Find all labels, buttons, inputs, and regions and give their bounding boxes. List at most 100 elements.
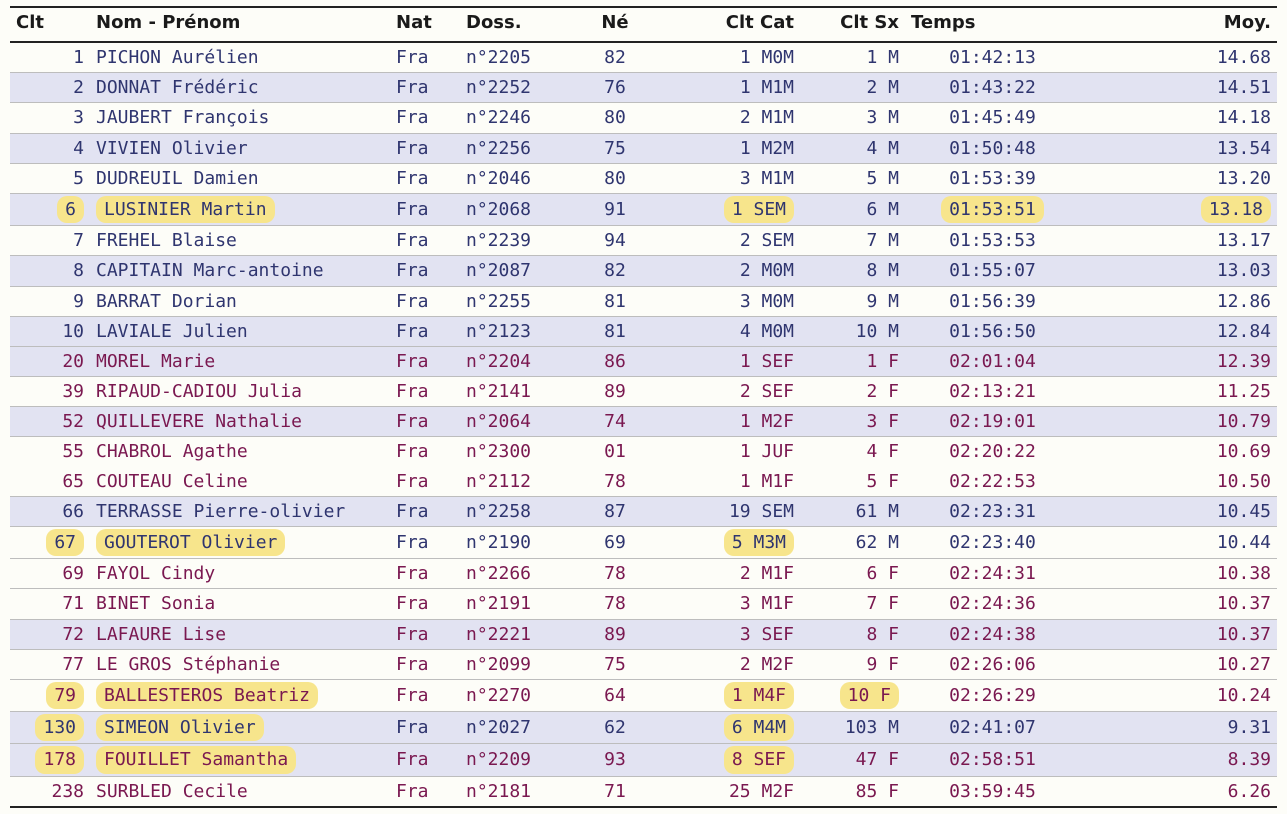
cell-doss: n°2027	[460, 712, 570, 744]
cell-ne: 89	[570, 377, 660, 407]
table-row: 1PICHON AurélienFran°2205821 M0M1 M01:42…	[10, 42, 1277, 73]
cell-sx: 62 M	[800, 527, 905, 559]
cell-ne: 80	[570, 103, 660, 133]
table-row: 71BINET SoniaFran°2191783 M1F7 F02:24:36…	[10, 589, 1277, 619]
cell-nat: Fra	[390, 73, 460, 103]
cell-moy: 12.84	[1080, 316, 1277, 346]
cell-nat: Fra	[390, 589, 460, 619]
cell-ne: 76	[570, 73, 660, 103]
cell-sx: 4 F	[800, 437, 905, 467]
cell-rank: 5	[10, 163, 90, 193]
table-row: 6LUSINIER MartinFran°2068911 SEM6 M01:53…	[10, 193, 1277, 225]
highlight: 130	[35, 714, 84, 741]
cell-temps: 02:24:36	[905, 589, 1080, 619]
table-body: 1PICHON AurélienFran°2205821 M0M1 M01:42…	[10, 42, 1277, 807]
cell-rank: 69	[10, 559, 90, 589]
cell-cat: 1 M2F	[660, 407, 800, 437]
cell-sx: 2 M	[800, 73, 905, 103]
cell-sx: 10 M	[800, 316, 905, 346]
cell-doss: n°2099	[460, 649, 570, 679]
cell-rank: 65	[10, 467, 90, 497]
cell-moy: 10.79	[1080, 407, 1277, 437]
cell-sx: 103 M	[800, 712, 905, 744]
cell-rank: 79	[10, 679, 90, 711]
cell-nat: Fra	[390, 527, 460, 559]
cell-nat: Fra	[390, 346, 460, 376]
cell-ne: 78	[570, 559, 660, 589]
cell-ne: 91	[570, 193, 660, 225]
cell-name: DUDREUIL Damien	[90, 163, 390, 193]
table-row: 5DUDREUIL DamienFran°2046803 M1M5 M01:53…	[10, 163, 1277, 193]
cell-moy: 13.18	[1080, 193, 1277, 225]
cell-sx: 3 M	[800, 103, 905, 133]
cell-rank: 4	[10, 133, 90, 163]
cell-rank: 130	[10, 712, 90, 744]
cell-name: FOUILLET Samantha	[90, 744, 390, 776]
cell-doss: n°2300	[460, 437, 570, 467]
cell-temps: 02:01:04	[905, 346, 1080, 376]
cell-name: SURBLED Cecile	[90, 776, 390, 807]
cell-cat: 1 M2M	[660, 133, 800, 163]
highlight: 13.18	[1201, 196, 1271, 223]
table-row: 7FREHEL BlaiseFran°2239942 SEM7 M01:53:5…	[10, 226, 1277, 256]
cell-name: JAUBERT François	[90, 103, 390, 133]
cell-cat: 3 M0M	[660, 286, 800, 316]
cell-cat: 1 M1F	[660, 467, 800, 497]
cell-doss: n°2190	[460, 527, 570, 559]
cell-temps: 03:59:45	[905, 776, 1080, 807]
cell-rank: 72	[10, 619, 90, 649]
cell-sx: 9 F	[800, 649, 905, 679]
cell-moy: 12.86	[1080, 286, 1277, 316]
cell-temps: 02:19:01	[905, 407, 1080, 437]
highlight: 10 F	[840, 682, 899, 709]
cell-name: BARRAT Dorian	[90, 286, 390, 316]
cell-ne: 62	[570, 712, 660, 744]
cell-cat: 2 M1M	[660, 103, 800, 133]
cell-name: RIPAUD-CADIOU Julia	[90, 377, 390, 407]
table-row: 8CAPITAIN Marc-antoineFran°2087822 M0M8 …	[10, 256, 1277, 286]
cell-doss: n°2258	[460, 496, 570, 526]
cell-nat: Fra	[390, 776, 460, 807]
cell-moy: 10.37	[1080, 619, 1277, 649]
cell-moy: 14.18	[1080, 103, 1277, 133]
cell-moy: 11.25	[1080, 377, 1277, 407]
cell-sx: 7 F	[800, 589, 905, 619]
cell-nat: Fra	[390, 407, 460, 437]
cell-ne: 93	[570, 744, 660, 776]
cell-name: BINET Sonia	[90, 589, 390, 619]
cell-temps: 02:41:07	[905, 712, 1080, 744]
cell-rank: 7	[10, 226, 90, 256]
cell-cat: 4 M0M	[660, 316, 800, 346]
cell-temps: 02:23:31	[905, 496, 1080, 526]
cell-nat: Fra	[390, 316, 460, 346]
cell-cat: 2 SEM	[660, 226, 800, 256]
cell-rank: 6	[10, 193, 90, 225]
cell-nat: Fra	[390, 193, 460, 225]
cell-sx: 9 M	[800, 286, 905, 316]
cell-rank: 8	[10, 256, 90, 286]
cell-sx: 61 M	[800, 496, 905, 526]
cell-ne: 75	[570, 133, 660, 163]
cell-ne: 78	[570, 467, 660, 497]
cell-moy: 10.27	[1080, 649, 1277, 679]
table-row: 10LAVIALE JulienFran°2123814 M0M10 M01:5…	[10, 316, 1277, 346]
cell-ne: 81	[570, 286, 660, 316]
table-row: 3JAUBERT FrançoisFran°2246802 M1M3 M01:4…	[10, 103, 1277, 133]
cell-cat: 2 SEF	[660, 377, 800, 407]
cell-doss: n°2181	[460, 776, 570, 807]
cell-rank: 9	[10, 286, 90, 316]
cell-ne: 69	[570, 527, 660, 559]
cell-moy: 13.03	[1080, 256, 1277, 286]
col-cat: Clt Cat	[660, 7, 800, 42]
cell-doss: n°2255	[460, 286, 570, 316]
cell-sx: 8 M	[800, 256, 905, 286]
cell-doss: n°2239	[460, 226, 570, 256]
cell-cat: 1 M4F	[660, 679, 800, 711]
cell-temps: 01:53:53	[905, 226, 1080, 256]
table-row: 79BALLESTEROS BeatrizFran°2270641 M4F10 …	[10, 679, 1277, 711]
cell-sx: 3 F	[800, 407, 905, 437]
cell-rank: 77	[10, 649, 90, 679]
cell-moy: 9.31	[1080, 712, 1277, 744]
cell-sx: 8 F	[800, 619, 905, 649]
cell-moy: 10.38	[1080, 559, 1277, 589]
